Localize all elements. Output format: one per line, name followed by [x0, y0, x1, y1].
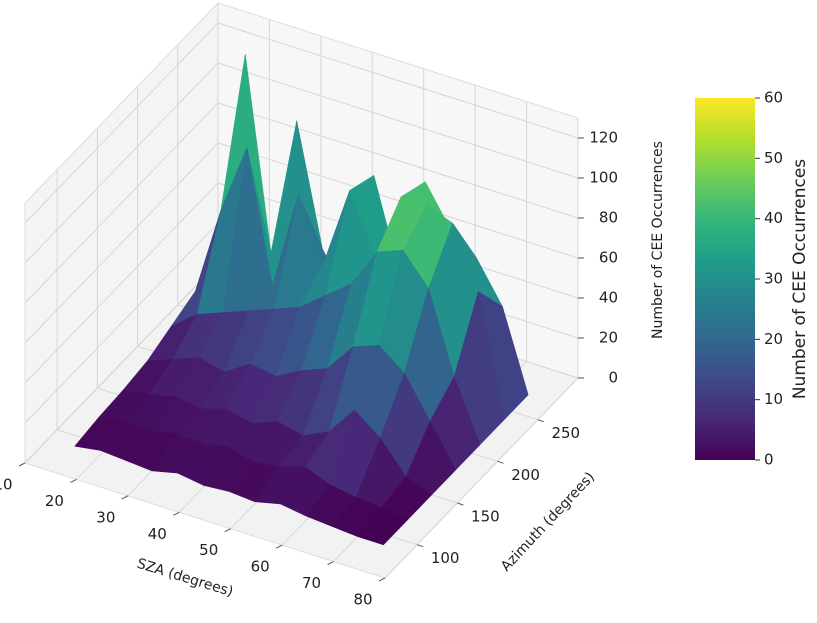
grid-line	[217, 102, 579, 219]
colorbar-tick-label: 0	[764, 451, 774, 469]
x-tick-label: 20	[45, 492, 64, 510]
x-tick	[378, 577, 386, 582]
x-tick-label: 60	[251, 558, 270, 576]
x-tick-label: 70	[302, 574, 321, 592]
grid-line	[217, 22, 579, 139]
grid-line	[217, 62, 579, 179]
grid-line	[24, 222, 219, 424]
colorbar-tick-label: 50	[764, 149, 783, 167]
colorbar	[695, 98, 755, 460]
y-tick-label: 100	[431, 549, 460, 567]
surface-face	[357, 507, 408, 546]
x-tick	[70, 478, 77, 483]
colorbar-tick-label: 30	[764, 270, 783, 288]
x-tick	[327, 561, 334, 566]
y-tick-label: 150	[471, 508, 500, 526]
grid-line	[24, 22, 219, 224]
z-tick-label: 80	[599, 209, 618, 227]
x-tick-label: 80	[353, 591, 372, 609]
z-tick-label: 40	[599, 289, 618, 307]
y-tick	[457, 502, 464, 506]
grid-line	[24, 102, 219, 304]
y-tick-label: 250	[551, 424, 580, 442]
x-tick	[18, 462, 26, 467]
y-tick	[537, 419, 544, 423]
colorbar-label: Number of CEE Occurrences	[790, 159, 810, 399]
y-axis-label: Azimuth (degrees)	[498, 469, 598, 575]
colorbar-tick-label: 10	[764, 390, 783, 408]
colorbar-tick-label: 20	[764, 330, 783, 348]
grid-line	[24, 62, 219, 264]
grid-line	[24, 142, 219, 344]
z-tick-label: 0	[608, 369, 618, 387]
grid-line	[24, 262, 219, 464]
x-axis-label: SZA (degrees)	[135, 556, 235, 600]
x-tick-label: 30	[96, 508, 115, 526]
x-tick	[224, 528, 231, 533]
x-tick-label: 50	[199, 541, 218, 559]
x-tick	[275, 544, 283, 549]
y-tick	[497, 460, 504, 464]
y-tick	[417, 544, 424, 548]
z-tick-label: 60	[599, 249, 618, 267]
z-tick-label: 20	[599, 329, 618, 347]
colorbar-tick-label: 60	[764, 89, 783, 107]
grid-line	[24, 182, 219, 384]
z-tick-label: 100	[589, 169, 618, 187]
z-axis-label: Number of CEE Occurrences	[650, 141, 666, 339]
grid-line	[217, 142, 579, 259]
x-tick	[173, 511, 180, 516]
z-tick-label: 120	[589, 129, 618, 147]
x-tick-label: 10	[0, 476, 13, 494]
x-tick-label: 40	[148, 525, 167, 543]
colorbar-tick-label: 40	[764, 209, 783, 227]
x-tick	[121, 495, 129, 500]
y-tick-label: 200	[511, 466, 540, 484]
